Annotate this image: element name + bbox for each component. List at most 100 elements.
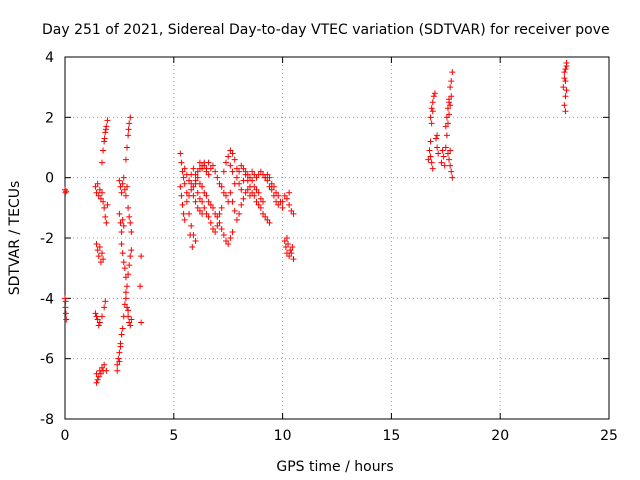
data-point: [128, 247, 135, 254]
data-point: [560, 84, 567, 91]
data-point: [229, 228, 236, 235]
data-point: [118, 189, 125, 196]
data-point: [203, 165, 210, 172]
data-point: [196, 195, 203, 202]
data-points: [62, 60, 570, 386]
data-point: [212, 168, 219, 175]
data-point: [190, 183, 197, 190]
data-point: [177, 150, 184, 157]
data-point: [97, 370, 104, 377]
data-point: [124, 283, 131, 290]
data-point: [220, 168, 227, 175]
data-point: [62, 295, 68, 302]
data-point: [180, 210, 187, 217]
data-point: [120, 222, 127, 229]
data-point: [115, 355, 122, 362]
data-point: [255, 189, 262, 196]
data-point: [119, 180, 126, 187]
data-point: [282, 244, 289, 251]
data-point: [264, 216, 271, 223]
data-point: [273, 189, 280, 196]
data-point: [126, 319, 133, 326]
data-point: [122, 192, 129, 199]
data-point: [257, 195, 264, 202]
data-point: [63, 188, 70, 195]
data-point: [425, 156, 432, 163]
data-point: [428, 105, 435, 112]
data-point: [118, 331, 125, 338]
data-point: [138, 253, 145, 260]
data-point: [449, 69, 456, 76]
data-point: [286, 189, 293, 196]
data-point: [275, 192, 282, 199]
y-tick-label: -8: [40, 412, 54, 428]
data-point: [203, 192, 210, 199]
data-point: [126, 213, 133, 220]
data-point: [209, 204, 216, 211]
data-point: [125, 307, 132, 314]
data-point: [238, 162, 245, 169]
data-point: [435, 150, 442, 157]
data-point: [179, 201, 186, 208]
data-point: [448, 168, 455, 175]
data-point: [426, 147, 433, 154]
data-point: [120, 174, 127, 181]
data-point: [183, 198, 190, 205]
y-tick-label: -2: [40, 231, 54, 247]
data-point: [561, 69, 568, 76]
grid-lines: [65, 57, 609, 419]
data-point: [249, 189, 256, 196]
data-point: [199, 183, 206, 190]
data-point: [233, 174, 240, 181]
data-point: [246, 174, 253, 181]
data-point: [244, 186, 251, 193]
data-point: [253, 186, 260, 193]
data-point: [116, 349, 123, 356]
data-point: [125, 126, 132, 133]
data-point: [218, 225, 225, 232]
data-point: [181, 180, 188, 187]
data-point: [562, 66, 569, 73]
data-point: [192, 177, 199, 184]
data-point: [231, 207, 238, 214]
data-point: [214, 222, 221, 229]
axis-ticks: [64, 56, 610, 420]
data-point: [440, 153, 447, 160]
data-point: [262, 213, 269, 220]
y-axis-label: SDTVAR / TECUs: [7, 181, 23, 296]
data-point: [94, 180, 101, 187]
data-point: [96, 319, 103, 326]
data-point: [207, 219, 214, 226]
data-point: [125, 204, 132, 211]
data-point: [126, 120, 133, 127]
data-point: [281, 192, 288, 199]
data-point: [205, 213, 212, 220]
data-point: [209, 162, 216, 169]
data-point: [216, 219, 223, 226]
data-point: [236, 168, 243, 175]
data-point: [220, 189, 227, 196]
data-point: [93, 313, 100, 320]
data-point: [231, 156, 238, 163]
data-point: [128, 316, 135, 323]
data-point: [260, 198, 267, 205]
x-axis-label: GPS time / hours: [276, 459, 393, 475]
data-point: [427, 153, 434, 160]
data-point: [118, 241, 125, 248]
data-point: [181, 165, 188, 172]
data-point: [100, 147, 107, 154]
data-point: [446, 156, 453, 163]
data-point: [117, 343, 124, 350]
data-point: [218, 183, 225, 190]
data-point: [223, 238, 230, 245]
data-point: [281, 238, 288, 245]
data-point: [283, 195, 290, 202]
data-point: [122, 289, 129, 296]
data-point: [207, 201, 214, 208]
data-point: [441, 162, 448, 169]
data-point: [275, 201, 282, 208]
data-point: [127, 219, 134, 226]
data-point: [186, 177, 193, 184]
data-point: [431, 90, 438, 97]
